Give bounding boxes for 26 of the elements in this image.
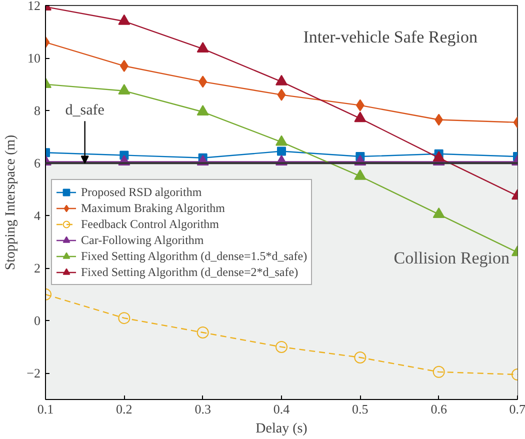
annotation: d_safe bbox=[65, 102, 105, 118]
y-tick-label: 10 bbox=[28, 50, 40, 66]
x-tick-label: 0.1 bbox=[37, 402, 54, 416]
y-tick-label: 8 bbox=[34, 103, 40, 118]
y-tick-label: −2 bbox=[26, 366, 41, 381]
y-tick-label: 6 bbox=[34, 156, 41, 171]
x-tick-label: 0.6 bbox=[430, 402, 448, 416]
legend-label: Maximum Braking Algorithm bbox=[81, 200, 225, 216]
legend-label: Proposed RSD algorithm bbox=[81, 184, 202, 200]
x-tick-label: 0.4 bbox=[273, 402, 290, 416]
y-tick-label: 12 bbox=[28, 0, 40, 13]
y-tick-label: 4 bbox=[34, 208, 41, 224]
y-tick-label: 2 bbox=[34, 260, 40, 276]
legend-label: Feedback Control Algorithm bbox=[81, 216, 219, 232]
y-tick-label: 0 bbox=[34, 313, 40, 328]
band-label: Collision Region bbox=[394, 248, 510, 268]
legend-label: Fixed Setting Algorithm (d_dense=2*d_safe) bbox=[81, 264, 298, 280]
x-tick-label: 0.7 bbox=[509, 402, 525, 416]
x-axis-title: Delay (s) bbox=[256, 422, 308, 436]
annotation: Inter-vehicle Safe Region bbox=[303, 28, 478, 46]
x-tick-label: 0.3 bbox=[194, 402, 211, 416]
legend-label: Fixed Setting Algorithm (d_dense=1.5*d_safe) bbox=[81, 248, 308, 264]
x-tick-label: 0.2 bbox=[116, 402, 132, 416]
x-tick-label: 0.5 bbox=[352, 402, 368, 416]
y-axis-title: Stopping Interspace (m) bbox=[4, 134, 19, 270]
legend-label: Car-Following Algorithm bbox=[81, 232, 204, 248]
